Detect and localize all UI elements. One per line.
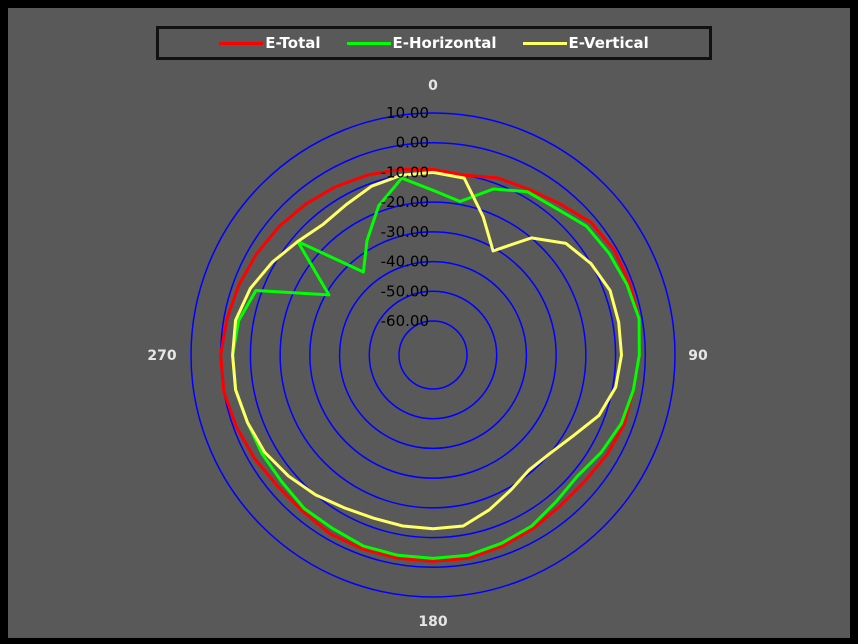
legend-label-e-vertical: E-Vertical <box>568 34 649 52</box>
angle-label-180: 180 <box>418 614 447 630</box>
grid-circle <box>398 320 468 390</box>
grid-circle <box>368 290 498 420</box>
angular-labels: 0 90 180 270 <box>147 78 708 630</box>
radial-tick-labels: 10.00 0.00 -10.00 -20.00 -30.00 -40.00 -50.00 -… <box>381 104 429 330</box>
radial-tick-label: -60.00 <box>381 312 429 330</box>
legend-swatch-e-vertical <box>522 41 567 45</box>
series-lines <box>219 167 641 563</box>
radial-tick-label: 0.00 <box>396 134 429 152</box>
legend: E-Total E-Horizontal E-Vertical <box>156 26 712 60</box>
radial-tick-label: -10.00 <box>381 163 429 181</box>
legend-item-e-total: E-Total <box>219 34 321 52</box>
grid-circle <box>219 141 647 569</box>
radial-tick-label: 10.00 <box>386 104 429 122</box>
legend-item-e-horizontal: E-Horizontal <box>346 34 497 52</box>
legend-item-e-vertical: E-Vertical <box>522 34 649 52</box>
radial-tick-label: -20.00 <box>381 193 429 211</box>
legend-swatch-e-horizontal <box>346 41 391 45</box>
radial-tick-label: -40.00 <box>381 253 429 271</box>
legend-label-e-total: E-Total <box>265 34 321 52</box>
radial-grid <box>190 112 676 598</box>
radial-tick-label: -30.00 <box>381 223 429 241</box>
angle-label-270: 270 <box>147 348 176 364</box>
series-line-e-horizontal <box>231 176 641 560</box>
legend-swatch-e-total <box>219 41 264 45</box>
grid-circle <box>338 260 528 450</box>
grid-circle <box>279 201 587 509</box>
grid-circle <box>309 231 557 479</box>
grid-circle <box>190 112 676 598</box>
radial-tick-label: -50.00 <box>381 282 429 300</box>
legend-label-e-horizontal: E-Horizontal <box>392 34 497 52</box>
angle-label-0: 0 <box>428 78 438 94</box>
series-line-e-vertical <box>231 170 623 531</box>
angle-label-90: 90 <box>688 348 708 364</box>
series-line-e-total <box>219 167 641 563</box>
grid-circle <box>249 171 617 539</box>
